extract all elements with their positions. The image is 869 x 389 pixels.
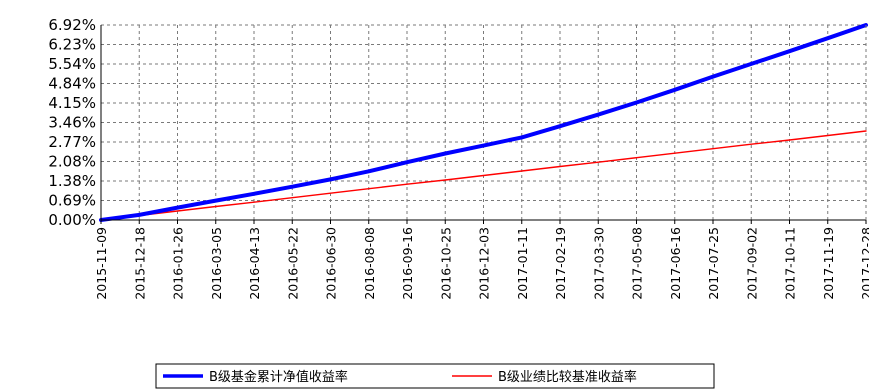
x-tick-label: 2017-07-25 — [706, 227, 721, 300]
y-tick-label: 2.77% — [48, 133, 96, 151]
series-line-benchmark-return — [100, 130, 867, 221]
x-tick-label: 2016-09-16 — [400, 227, 415, 300]
x-tick-label: 2016-04-13 — [247, 227, 262, 300]
x-tick-label: 2017-03-30 — [591, 227, 606, 300]
series-line-fund-nav-return — [99, 23, 868, 222]
x-tick-label: 2015-12-18 — [132, 227, 147, 300]
y-tick-label: 3.46% — [48, 114, 96, 132]
axis-lines — [100, 25, 866, 221]
x-tick-label: 2016-08-08 — [362, 227, 377, 300]
legend-label: B级基金累计净值收益率 — [209, 369, 348, 385]
x-tick-label: 2016-06-30 — [324, 227, 339, 300]
y-tick-label: 4.15% — [48, 94, 96, 112]
y-tick-label: 6.23% — [48, 36, 96, 54]
y-tick-label: 1.38% — [48, 172, 96, 190]
x-tick-label: 2017-02-19 — [553, 227, 568, 300]
x-tick-label: 2016-05-22 — [285, 227, 300, 300]
x-tick-label: 2017-06-16 — [668, 227, 683, 300]
x-tick-label: 2016-10-25 — [438, 227, 453, 300]
legend-label: B级业绩比较基准收益率 — [498, 369, 637, 385]
series-lines — [99, 23, 868, 222]
legend: B级基金累计净值收益率 B级业绩比较基准收益率 — [155, 363, 715, 389]
y-tick-label: 0.69% — [48, 192, 96, 210]
x-tick-labels: 2015-11-09 2015-12-18 2016-01-26 2016-03-05… — [94, 227, 869, 300]
x-tick-label: 2017-11-19 — [821, 227, 836, 300]
grid-lines — [100, 24, 867, 221]
y-tick-label: 6.92% — [48, 16, 96, 34]
legend-box — [155, 363, 715, 389]
y-tick-labels: 0.00%0.69% 1.38%2.08% 2.77%3.46% 4.15%4.84%… — [48, 16, 96, 229]
x-tick-label: 2015-11-09 — [94, 227, 109, 300]
y-tick-label: 0.00% — [48, 211, 96, 229]
x-tick-label: 2016-01-26 — [171, 227, 186, 300]
x-tick-label: 2017-10-11 — [783, 227, 798, 300]
y-tick-label: 4.84% — [48, 75, 96, 93]
x-tick-label: 2017-09-02 — [744, 227, 759, 300]
x-tick-label: 2016-12-03 — [477, 227, 492, 300]
x-tick-label: 2017-05-08 — [630, 227, 645, 300]
y-tick-label: 2.08% — [48, 153, 96, 171]
x-tick-label: 2016-03-05 — [209, 227, 224, 300]
x-tick-label: 2017-12-28 — [859, 227, 869, 300]
axes — [100, 25, 867, 224]
y-tick-label: 5.54% — [48, 55, 96, 73]
x-tick-label: 2017-01-11 — [515, 227, 530, 300]
